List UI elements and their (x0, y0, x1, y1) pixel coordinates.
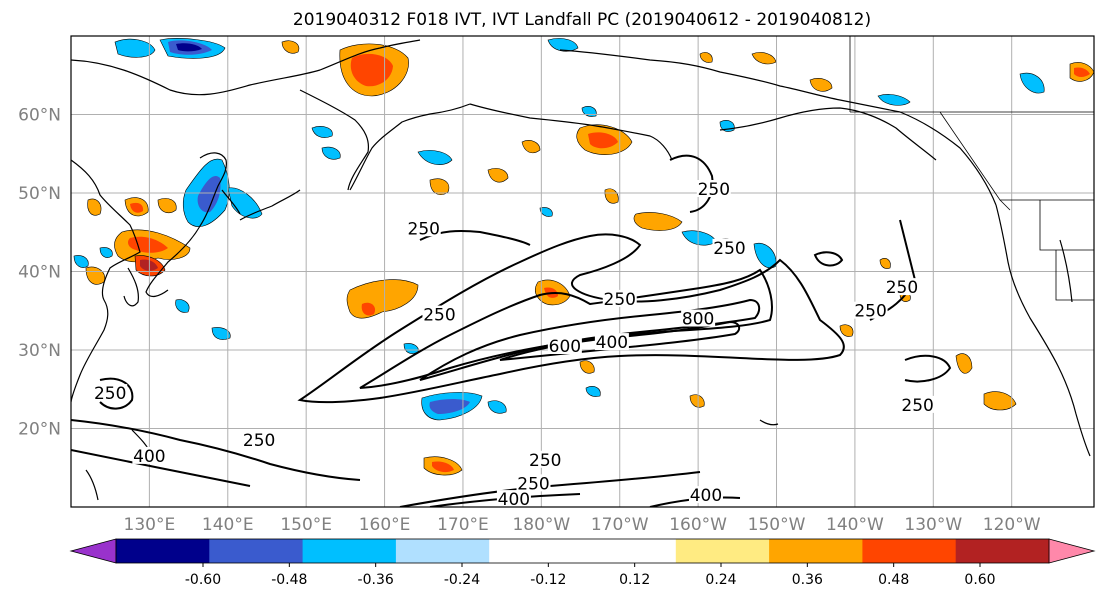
latitude-tick-labels: 60°N 50°N 40°N 30°N 20°N (18, 106, 61, 440)
longitude-tick-label: 140°E (202, 515, 254, 535)
contour-label: 250 (713, 239, 745, 259)
colorbar-tick-label: -0.48 (271, 572, 307, 588)
contour-label-background (242, 431, 277, 449)
contour-label-background (406, 219, 441, 237)
longitude-tick-label: 170°W (591, 515, 649, 535)
colorbar-tick-label: -0.36 (358, 572, 394, 588)
contour-label-background (712, 238, 747, 256)
contour-label: 250 (517, 474, 549, 494)
contour-label-background (93, 384, 128, 402)
contour-label: 600 (549, 337, 581, 357)
map-frame (70, 35, 1095, 508)
contour-label-background (900, 395, 935, 413)
contour-label-background (516, 474, 551, 492)
contour-label-background (528, 450, 563, 468)
colorbar-segment (955, 539, 1050, 563)
colorbar-segment (675, 539, 770, 563)
longitude-tick-label: 130°E (124, 515, 176, 535)
contour-label-background (422, 305, 457, 323)
contour-label-background (853, 301, 888, 319)
contour-label: 250 (243, 431, 275, 451)
longitude-tick-label: 180°W (512, 515, 570, 535)
colorbar-extend-low (69, 538, 117, 564)
contour-label: 250 (901, 396, 933, 416)
colorbar-segment (769, 539, 863, 563)
colorbar-segment (116, 539, 210, 563)
colorbar-tick-label: -0.24 (444, 572, 480, 588)
longitude-tick-label: 150°W (748, 515, 806, 535)
longitude-tick-labels: 130°E 140°E 150°E 160°E 170°E 180°W 170°W 160°W… (124, 515, 1041, 535)
contour-label-background (602, 289, 637, 307)
colorbar-segment (862, 539, 957, 563)
latitude-tick-label: 60°N (18, 106, 61, 126)
contour-label-background (681, 309, 716, 327)
contour-label: 800 (682, 310, 714, 330)
contour-label-background (132, 446, 167, 464)
colorbar-tick-label: 0.60 (964, 572, 995, 588)
contour-label: 400 (498, 490, 530, 510)
contour-label: 250 (604, 290, 636, 310)
longitude-tick-label: 160°E (359, 515, 411, 535)
contour-label: 400 (133, 447, 165, 467)
contour-label: 250 (408, 219, 440, 239)
latitude-tick-label: 40°N (18, 263, 61, 283)
colorbar-tick-label: -0.12 (530, 572, 566, 588)
longitude-tick-label: 140°W (826, 515, 884, 535)
contour-label: 250 (886, 278, 918, 298)
colorbar-segment (489, 539, 583, 563)
colorbar-segment (395, 539, 490, 563)
contour-label-background (688, 486, 723, 504)
colorbar-segment (209, 539, 304, 563)
colorbar-tick-labels: -0.60 -0.48 -0.36 -0.24 -0.12 0.12 0.24 0.36 0.4… (185, 563, 996, 588)
contour-label-background (547, 337, 582, 354)
colorbar-segment (302, 539, 397, 563)
coastlines (71, 39, 1091, 501)
contour-label: 250 (423, 306, 455, 326)
colorbar-tick-label: 0.24 (705, 572, 736, 588)
contour-label-background (594, 333, 629, 351)
latitude-tick-label: 50°N (18, 184, 61, 204)
contour-label-background (496, 490, 531, 507)
contour-label-background (696, 180, 731, 197)
longitude-tick-label: 160°W (669, 515, 727, 535)
colorbar-tick-label: 0.12 (619, 572, 650, 588)
colorbar-frame (115, 538, 1050, 564)
contour-label-background (884, 278, 919, 296)
contour-label: 250 (94, 384, 126, 404)
borders (849, 36, 1094, 301)
colorbar-segment (582, 539, 677, 563)
colorbar-tick-label: 0.48 (878, 572, 909, 588)
colorbar-tick-label: -0.60 (185, 572, 221, 588)
longitude-tick-label: 150°E (280, 515, 332, 535)
colorbar-tick-label: 0.36 (792, 572, 823, 588)
colorbar (69, 538, 1096, 564)
graticule (71, 36, 1094, 507)
longitude-tick-label: 170°E (437, 515, 489, 535)
latitude-tick-label: 20°N (18, 420, 61, 440)
map-title: 2019040312 F018 IVT, IVT Landfall PC (20… (293, 10, 871, 30)
contour-label: 400 (690, 486, 722, 506)
longitude-tick-label: 130°W (904, 515, 962, 535)
latitude-tick-label: 30°N (18, 341, 61, 361)
contour-label: 250 (529, 451, 561, 471)
colorbar-extend-high (1048, 538, 1096, 564)
contour-label: 250 (854, 302, 886, 322)
contour-label: 250 (698, 180, 730, 200)
longitude-tick-label: 120°W (983, 515, 1041, 535)
contour-label: 400 (596, 333, 628, 353)
